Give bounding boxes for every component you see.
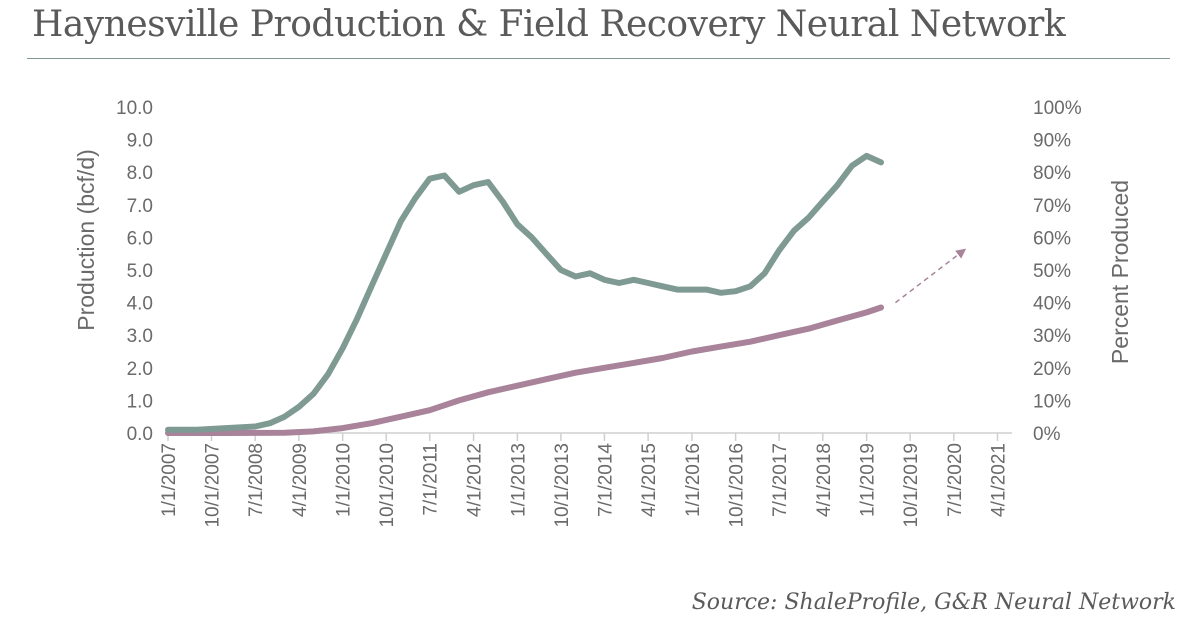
y-tick-label-right: 50% bbox=[1033, 261, 1071, 282]
y-tick-label-right: 100% bbox=[1033, 98, 1082, 119]
x-tick-label: 10/1/2013 bbox=[552, 443, 573, 528]
x-tick-label: 4/1/2009 bbox=[290, 443, 311, 517]
x-tick-label: 4/1/2012 bbox=[465, 443, 486, 517]
y-tick-label-left: 4.0 bbox=[127, 294, 153, 315]
right-axis-ticks: 0% 10% 20% 30% 40% 50% 60% 70% 80% 90% 100% bbox=[1033, 98, 1082, 445]
left-axis-ticks: 0.0 1.0 2.0 3.0 4.0 5.0 6.0 7.0 8.0 9.0 10.0 bbox=[116, 98, 153, 445]
y-tick-label-left: 2.0 bbox=[127, 359, 153, 380]
percent-produced-line bbox=[165, 304, 884, 436]
chart-title: Haynesville Production & Field Recovery … bbox=[32, 4, 1066, 45]
x-tick-label: 7/1/2008 bbox=[246, 443, 267, 517]
x-tick-label: 10/1/2007 bbox=[203, 443, 224, 528]
y-tick-label-right: 70% bbox=[1033, 196, 1071, 217]
y-tick-label-right: 60% bbox=[1033, 228, 1071, 249]
x-tick-label: 1/1/2007 bbox=[159, 443, 180, 517]
y-tick-label-right: 20% bbox=[1033, 359, 1071, 380]
y-tick-label-right: 40% bbox=[1033, 294, 1071, 315]
x-tick-label: 1/1/2013 bbox=[508, 443, 529, 517]
x-tick-label: 7/1/2014 bbox=[595, 443, 616, 517]
y-tick-label-left: 3.0 bbox=[127, 326, 153, 347]
source-note: Source: ShaleProfile, G&R Neural Network bbox=[691, 590, 1176, 615]
y-tick-label-right: 90% bbox=[1033, 131, 1071, 152]
x-tick-label: 1/1/2019 bbox=[858, 443, 879, 517]
projection-arrow bbox=[895, 248, 967, 304]
x-tick-label: 7/1/2020 bbox=[945, 443, 966, 517]
x-tick-label: 7/1/2017 bbox=[770, 443, 791, 517]
y-tick-label-left: 0.0 bbox=[127, 424, 153, 445]
y-tick-label-left: 1.0 bbox=[127, 391, 153, 412]
x-tick-label: 4/1/2015 bbox=[639, 443, 660, 517]
x-axis-ticks: 1/1/2007 10/1/2007 7/1/2008 4/1/2009 1/1/201… bbox=[159, 433, 1009, 528]
y-tick-label-left: 10.0 bbox=[116, 98, 153, 119]
y-tick-label-right: 30% bbox=[1033, 326, 1071, 347]
x-tick-label: 4/1/2018 bbox=[814, 443, 835, 517]
y-tick-label-left: 5.0 bbox=[127, 261, 153, 282]
y-axis-title-left: Production (bcf/d) bbox=[73, 149, 99, 331]
y-tick-label-right: 0% bbox=[1033, 424, 1061, 445]
x-tick-label: 10/1/2016 bbox=[727, 443, 748, 528]
x-tick-label: 10/1/2010 bbox=[377, 443, 398, 528]
y-axis-title-right: Percent Produced bbox=[1107, 180, 1133, 364]
y-tick-label-left: 8.0 bbox=[127, 163, 153, 184]
y-tick-label-left: 6.0 bbox=[127, 228, 153, 249]
x-tick-label: 10/1/2019 bbox=[901, 443, 922, 528]
x-tick-label: 4/1/2021 bbox=[988, 443, 1009, 517]
production-line bbox=[165, 152, 884, 433]
y-tick-label-left: 9.0 bbox=[127, 131, 153, 152]
x-tick-label: 1/1/2010 bbox=[334, 443, 355, 517]
title-divider bbox=[27, 58, 1170, 59]
y-tick-label-right: 10% bbox=[1033, 391, 1071, 412]
x-tick-label: 7/1/2011 bbox=[421, 443, 442, 516]
y-tick-label-left: 7.0 bbox=[127, 196, 153, 217]
x-tick-label: 1/1/2016 bbox=[683, 443, 704, 517]
y-tick-label-right: 80% bbox=[1033, 163, 1071, 184]
